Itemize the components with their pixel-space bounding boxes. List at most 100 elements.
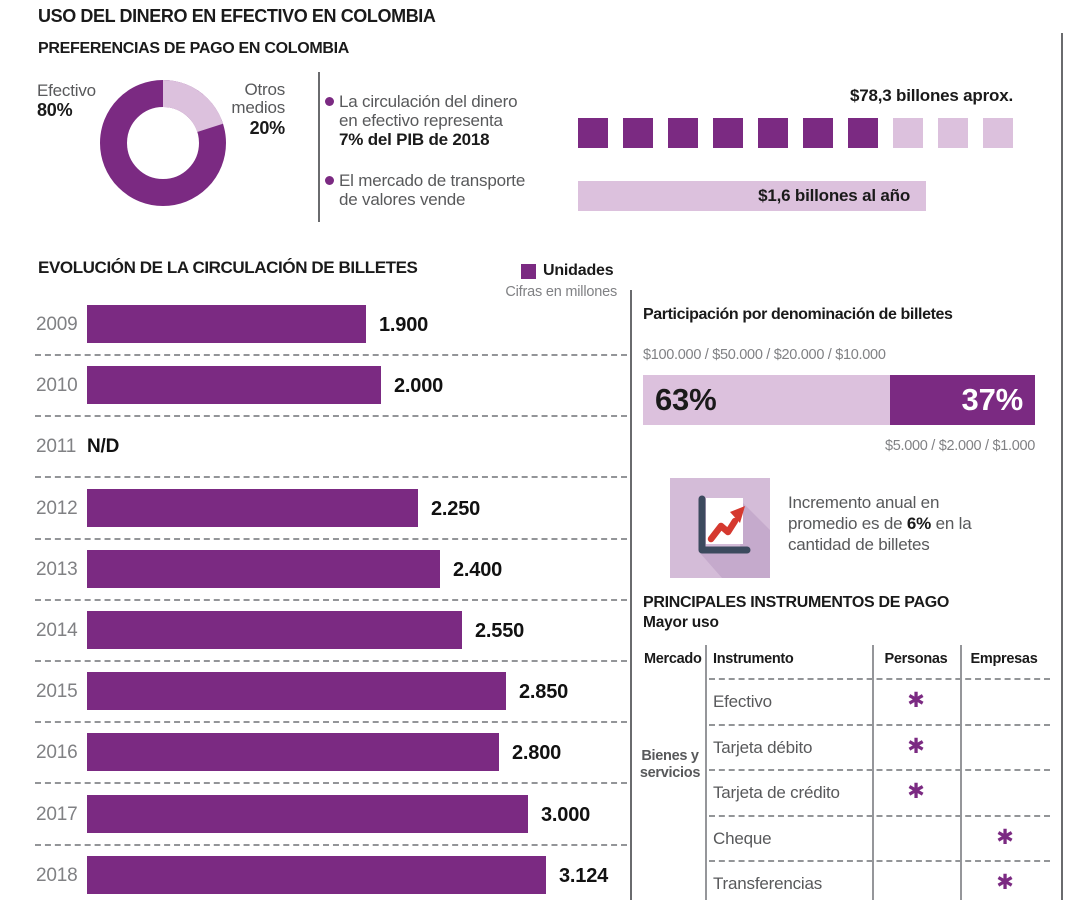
bar-year-label: 2012 [36,498,78,519]
instruments-title: PRINCIPALES INSTRUMENTOS DE PAGO [643,594,949,611]
legend-label: Unidades [543,262,614,279]
donut-value-efectivo: 80% [37,100,73,120]
fact-circulacion-line3: 7% del PIB de 2018 [339,130,490,149]
bar-value-label: 3.124 [559,865,609,887]
asterisk-mark-empresas: ✱ [996,826,1014,849]
preferences-section-title: PREFERENCIAS DE PAGO EN COLOMBIA [38,40,350,57]
divider-right-border [1061,33,1063,900]
unit-squares-pictogram [578,118,1013,148]
denomination-high-labels: $100.000 / $50.000 / $20.000 / $10.000 [643,347,886,363]
bar-value-label: 2.800 [512,742,562,764]
denomination-low-labels: $5.000 / $2.000 / $1.000 [884,438,1035,454]
row-group-label: Bienes y servicios [638,748,702,782]
increment-pct: 6% [906,514,932,533]
instrument-cell: Tarjeta de crédito [713,783,840,802]
instruments-subtitle: Mayor uso [643,614,719,631]
donut-segment-otros [100,80,226,206]
amount-circulacion-label: $78,3 billones aprox. [849,86,1013,105]
unit-square-filled [668,118,698,148]
row-divider [35,476,627,478]
bar [87,733,499,771]
col-header-empresas: Empresas [970,651,1038,667]
table-header-divider [709,678,1050,680]
table-column-line [960,645,962,900]
bullet-icon [325,97,334,106]
fact-circulacion-line2: en efectivo representa [339,111,503,130]
bar-value-label: 2.850 [519,681,569,703]
fact-circulacion-line1: La circulación del dinero [339,92,518,111]
row-divider [35,782,627,784]
growth-chart-icon [670,478,770,578]
unit-square-filled [623,118,653,148]
bar-year-label: 2015 [36,681,78,702]
bar-no-data-label: N/D [87,436,120,457]
donut-label-otros: Otros medios 20% [205,80,286,138]
bar-year-label: 2011 [36,436,77,457]
evolution-section-title: EVOLUCIÓN DE LA CIRCULACIÓN DE BILLETES [38,258,418,277]
asterisk-mark-personas: ✱ [907,689,925,712]
unit-square-empty [983,118,1013,148]
row-divider [35,538,627,540]
denomination-segment-63: 63% [643,375,890,425]
bar-year-label: 2017 [36,804,78,825]
col-header-mercado: Mercado [644,651,702,667]
asterisk-mark-empresas: ✱ [996,871,1014,894]
fact-transporte-line1: El mercado de transporte [339,171,526,190]
bar [87,550,440,588]
denomination-title: Participación por denominación de billet… [643,306,953,323]
increment-note-line1: Incremento anual en [788,493,940,512]
instrument-cell: Transferencias [713,874,823,893]
increment-note-line2: promedio es de 6% en la [788,514,972,533]
bar-year-label: 2010 [36,375,78,396]
denomination-split-bar: 63% 37% [643,375,1035,425]
bar [87,366,381,404]
asterisk-mark-personas: ✱ [907,735,925,758]
bar [87,611,462,649]
unit-square-filled [713,118,743,148]
instrument-cell: Cheque [713,829,772,848]
bar-year-label: 2009 [36,314,78,335]
divider-top [318,72,320,222]
fact-circulacion: La circulación del dinero en efectivo re… [339,92,518,149]
donut-label-efectivo: Efectivo [37,81,96,100]
row-divider [35,660,627,662]
bar [87,672,506,710]
table-column-line [872,645,874,900]
row-divider [35,721,627,723]
unit-square-empty [893,118,923,148]
bar-year-label: 2018 [36,865,78,886]
asterisk-mark-personas: ✱ [907,780,925,803]
unit-square-filled [578,118,608,148]
col-header-personas: Personas [884,651,948,667]
bullet-icon [325,176,334,185]
table-row-divider [709,769,1050,771]
bar-value-label: 3.000 [541,804,591,826]
bar-value-label: 1.900 [379,314,429,336]
table-row-divider [709,815,1050,817]
instrument-cell: Tarjeta débito [713,738,813,757]
bar-year-label: 2014 [36,620,78,641]
donut-value-otros: 20% [249,118,286,138]
instrument-cell: Efectivo [713,692,772,711]
row-divider [35,354,627,356]
bar [87,489,418,527]
table-row-divider [709,724,1050,726]
row-divider [35,844,627,846]
page-title: USO DEL DINERO EN EFECTIVO EN COLOMBIA [38,6,436,26]
bar-value-label: 2.250 [431,498,481,520]
donut-chart [100,80,226,206]
legend-swatch [521,264,536,279]
increment-note-line3: cantidad de billetes [788,535,930,554]
bar-value-label: 2.000 [394,375,444,397]
donut-label-otros-line1: Otros [244,80,285,99]
units-note: Cifras en millones [505,284,617,300]
bar-year-label: 2013 [36,559,78,580]
divider-middle [630,290,632,900]
bar [87,305,366,343]
bar-value-label: 2.550 [475,620,525,642]
amount-transporte-bar: $1,6 billones al año [578,181,926,211]
row-divider [35,599,627,601]
increment-note: Incremento anual en promedio es de 6% en… [788,492,972,555]
unit-square-empty [938,118,968,148]
bar [87,856,546,894]
